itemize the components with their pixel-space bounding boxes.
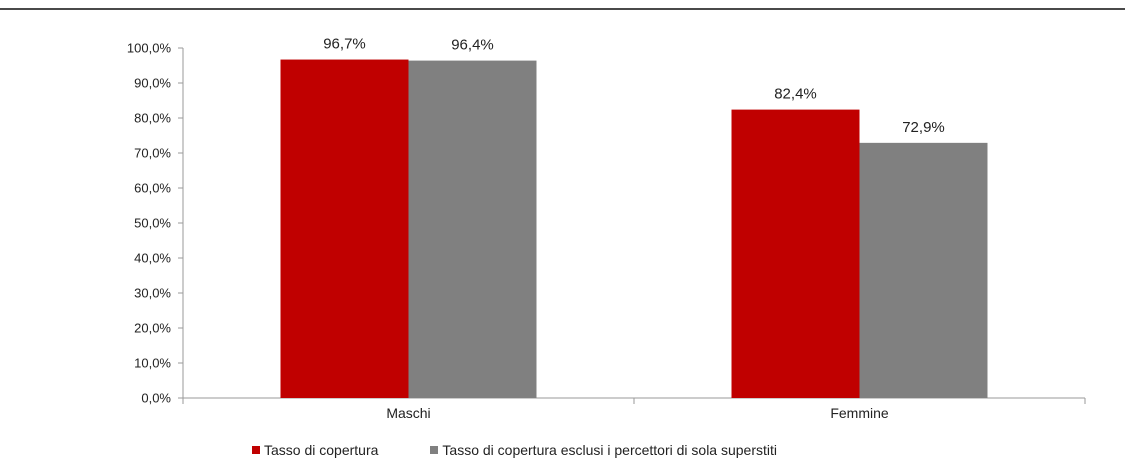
legend-label-series-1: Tasso di copertura (264, 442, 379, 458)
y-tick-label: 70,0% (134, 146, 171, 161)
y-tick-label: 20,0% (134, 321, 171, 336)
y-tick-label: 80,0% (134, 111, 171, 126)
bar (280, 59, 409, 399)
y-tick-label: 60,0% (134, 181, 171, 196)
x-category-label: Femmine (830, 405, 889, 421)
bar-chart: 0,0% 10,0% 20,0% 30,0% 40,0% 50,0% 60,0% 70,0% 8… (127, 36, 1086, 421)
legend-swatch-series-1 (252, 446, 260, 454)
y-tick-label: 0,0% (141, 391, 171, 406)
y-tick-label: 90,0% (134, 76, 171, 91)
legend-item-series-1: Tasso di copertura (252, 442, 378, 458)
bar (859, 142, 988, 398)
data-label: 96,4% (451, 37, 494, 54)
x-category-label: Maschi (386, 405, 430, 421)
y-tick-label: 30,0% (134, 286, 171, 301)
y-tick-label: 50,0% (134, 216, 171, 231)
y-tick-label: 100,0% (127, 41, 172, 56)
y-tick-label: 10,0% (134, 356, 171, 371)
top-rule (0, 8, 1125, 10)
bar (408, 60, 537, 398)
data-label: 82,4% (774, 86, 817, 103)
legend-swatch-series-2 (430, 446, 439, 454)
legend: Tasso di copertura Tasso di copertura es… (252, 440, 829, 460)
bar (731, 109, 860, 398)
legend-item-series-2: Tasso di copertura esclusi i percettori … (430, 442, 777, 458)
y-tick-label: 40,0% (134, 251, 171, 266)
data-label: 96,7% (323, 36, 366, 53)
legend-label-series-2: Tasso di copertura esclusi i percettori … (442, 442, 777, 458)
data-label: 72,9% (902, 119, 945, 136)
